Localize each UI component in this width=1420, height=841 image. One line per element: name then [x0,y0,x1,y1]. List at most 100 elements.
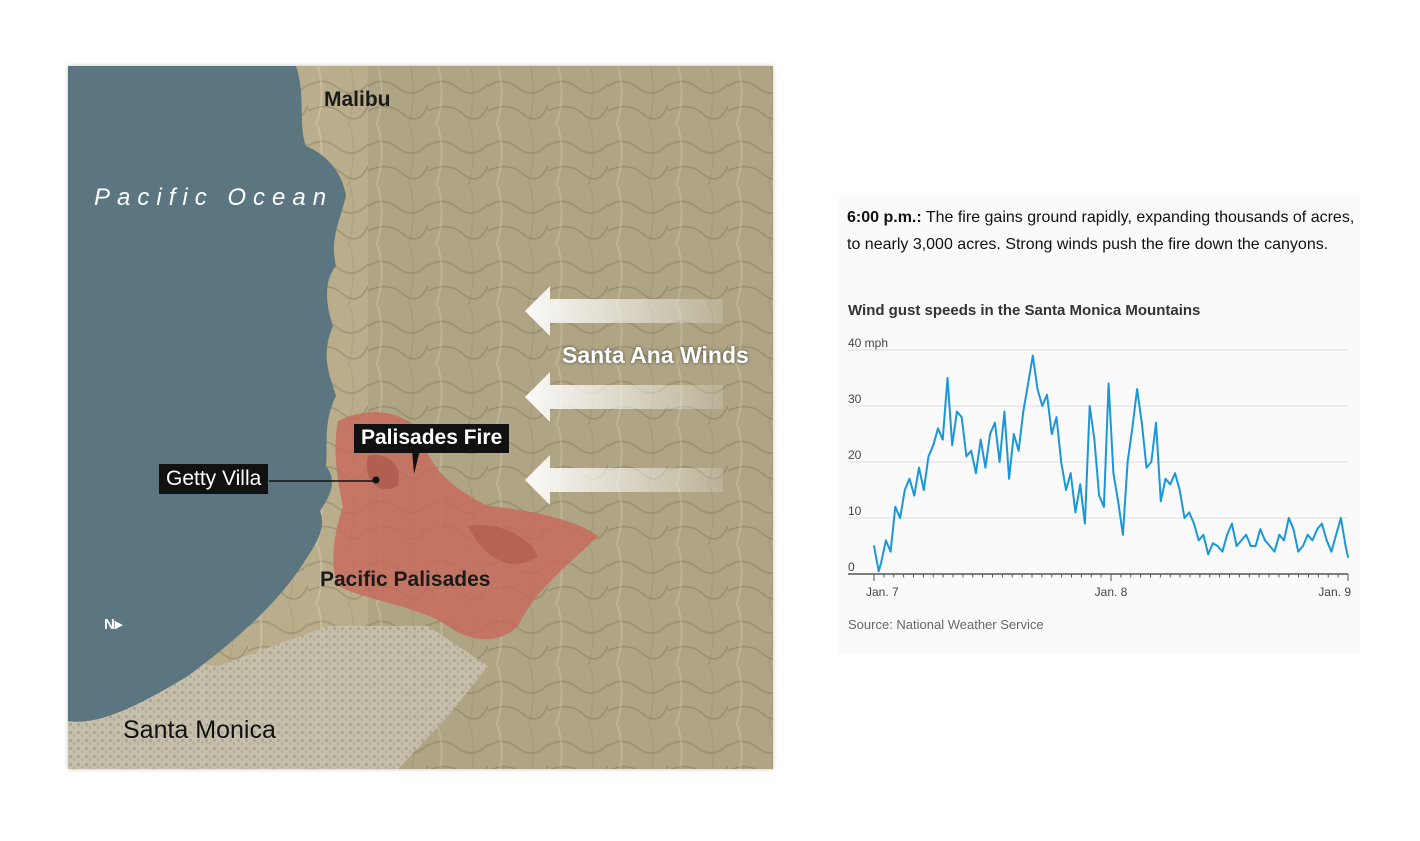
data-point [1249,545,1252,547]
data-point [873,545,875,547]
label-getty-villa: Getty Villa [159,464,269,494]
data-point [941,438,944,441]
data-point [1065,489,1067,491]
chart-grid [848,349,1348,519]
chart-source: Source: National Weather Service [848,617,1044,632]
label-santa-monica: Santa Monica [123,716,276,744]
data-point [1155,421,1157,424]
data-point [975,472,977,475]
north-arrow-icon: N▸ [104,616,123,633]
data-point [1131,427,1134,430]
data-point [1335,533,1337,536]
data-point [1126,461,1129,463]
data-point [1287,517,1290,519]
data-point [1311,539,1314,542]
data-point [880,561,882,564]
data-point [1344,545,1347,547]
data-point [1008,477,1010,480]
data-point [1316,528,1319,531]
data-point [1212,542,1214,545]
series-line-wind-gust [873,354,1349,573]
data-point [1188,511,1191,514]
chart-panel: 6:00 p.m.: The fire gains ground rapidly… [838,196,1360,654]
data-point [1060,461,1063,463]
data-point [1098,494,1100,497]
data-point [1254,545,1257,547]
data-point [1330,550,1333,553]
data-point [927,455,930,458]
data-point [1226,533,1228,536]
map-graphic [68,66,773,769]
wind-arrow-icon [525,286,723,336]
data-point [1079,483,1082,486]
data-point [1297,550,1300,553]
data-point [1136,388,1138,391]
fire-perimeter [333,412,598,640]
wind-arrows [525,286,723,505]
data-point [913,494,916,497]
x-tick-label: Jan. 9 [1318,585,1351,599]
data-point [1169,483,1172,486]
data-point [922,489,925,491]
data-point [994,421,996,424]
data-point [998,461,1001,463]
data-point [1264,539,1266,542]
label-palisades-fire: Palisades Fire [354,424,510,453]
data-point [1112,472,1115,475]
getty-marker [372,476,380,484]
data-point [970,449,973,452]
data-point [1273,550,1276,553]
data-point [1164,477,1167,480]
data-point [1031,354,1034,357]
data-point [1178,489,1181,491]
wind-arrow-icon [525,372,723,422]
data-point [1235,545,1238,547]
data-point [1140,421,1143,424]
data-point [1050,433,1053,435]
data-point [937,427,939,430]
wind-chart: 0 10 20 30 40 mph Jan. 7 Jan. 8 Jan. 9 [848,336,1351,599]
data-point [877,570,880,573]
data-point [1103,505,1105,508]
data-point [1159,500,1162,503]
chart-series [873,354,1349,573]
data-point [1325,539,1328,542]
data-point [894,505,897,508]
data-point [1302,545,1304,547]
data-point [1069,472,1072,475]
data-point [889,550,892,553]
label-pacific-ocean: Pacific Ocean [94,184,334,211]
data-point [1240,539,1243,542]
data-point [918,466,920,469]
caption: 6:00 p.m.: The fire gains ground rapidly… [847,204,1357,258]
data-point [1027,382,1029,385]
data-point [1202,533,1205,536]
y-tick-label: 20 [848,448,862,462]
y-tick-label: 30 [848,392,862,406]
wind-arrow-icon [525,455,723,505]
x-tick-label: Jan. 7 [866,585,899,599]
data-point [1231,522,1233,525]
data-point [1046,393,1048,396]
label-santa-ana-winds: Santa Ana Winds [562,342,749,368]
fire-map: Malibu Pacific Ocean Santa Ana Winds Pal… [68,66,773,769]
data-point [1268,545,1271,547]
data-point [1012,433,1015,435]
data-point [1347,556,1349,559]
caption-text: The fire gains ground rapidly, expanding… [847,209,1355,253]
data-point [1197,539,1200,542]
data-point [1041,405,1044,407]
data-point [1107,382,1110,385]
fire-label-pointer [412,450,420,474]
data-point [1117,500,1119,503]
data-point [1340,517,1342,519]
y-tick-label: 0 [848,560,855,574]
data-point [903,489,906,491]
label-pacific-palisades: Pacific Palisades [320,568,491,591]
data-point [899,517,901,519]
data-point [885,539,887,542]
data-point [932,444,935,447]
data-point [956,410,958,413]
data-point [1055,416,1058,419]
data-point [951,444,954,447]
